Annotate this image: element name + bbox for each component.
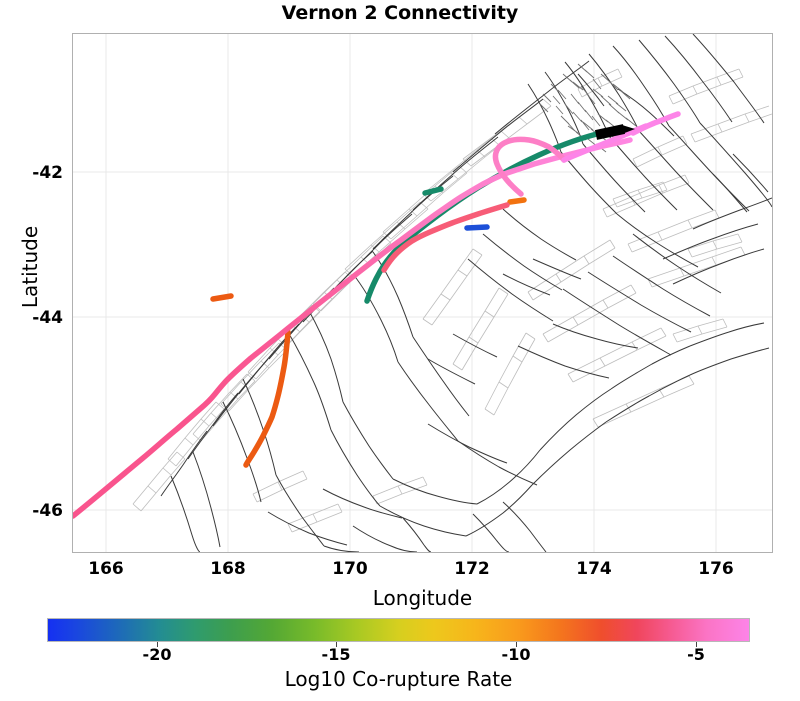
corupture-trace-orange-short [507,197,527,205]
x-axis-label: Longitude [372,586,473,610]
corupture-trace-red-branch [381,202,510,273]
fault-network-dark [160,34,772,552]
y-tick-label: -46 [32,501,63,521]
corupture-trace-orange-long [243,329,291,468]
x-tick-label: 170 [332,559,368,579]
colorbar-tick-label: -15 [321,645,351,664]
corupture-trace-teal-stub [422,186,444,196]
x-tick-label: 172 [454,559,490,579]
x-tick-label: 174 [576,559,612,579]
colorbar-tick [336,642,337,647]
x-tick-label: 168 [210,559,246,579]
colorbar[interactable] [47,618,750,647]
corupture-trace-magenta-tail [630,111,681,136]
colorbar-axis-label: Log10 Co-rupture Rate [284,667,513,691]
colorbar-gradient [47,618,750,642]
colorbar-tick-label: -20 [142,645,172,664]
corupture-trace-alpine-fault [73,137,633,519]
colorbar-tick [696,642,697,647]
corupture-trace-blue [464,224,490,231]
colorbar-tick-label: -10 [501,645,531,664]
colorbar-tick-label: -5 [687,645,705,664]
x-tick-label: 166 [88,559,124,579]
x-tick-label: 176 [698,559,734,579]
colorbar-tick [516,642,517,647]
fault-map [73,34,772,552]
page-title: Vernon 2 Connectivity [281,2,519,24]
source-fault-vernon-2 [594,124,626,140]
colorbar-tick [157,642,158,647]
corupture-trace-orange-stub [210,293,234,302]
y-tick-label: -42 [32,163,63,183]
map-plot-area[interactable] [72,33,773,553]
source-fault-vernon-2-taper [622,125,635,134]
y-axis-label: Latitude [18,225,42,309]
corupture-trace-magenta-loop [492,136,567,197]
fault-network-light [132,68,772,533]
y-tick-label: -44 [32,308,63,328]
grid-lines [73,34,772,552]
